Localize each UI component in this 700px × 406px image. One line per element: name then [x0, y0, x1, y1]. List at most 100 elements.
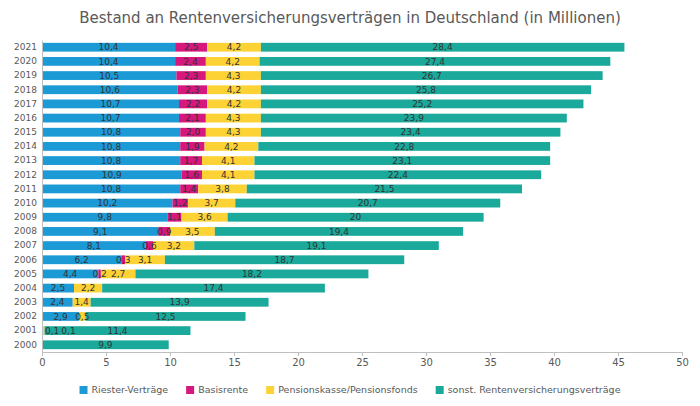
data-label: 10,4	[99, 57, 119, 67]
data-label: 2,5	[51, 283, 65, 293]
data-label: 22,4	[388, 170, 408, 180]
data-label: 26,7	[422, 71, 442, 81]
data-label: 4,4	[63, 269, 78, 279]
data-label: 0,1	[61, 326, 75, 336]
bar	[167, 213, 181, 222]
data-label: 9,1	[93, 227, 107, 237]
data-label: 21,5	[374, 184, 394, 194]
data-label: 0,5	[75, 312, 89, 322]
x-axis: 05101520253035404550	[39, 352, 689, 368]
legend-label: sonst. Rentenversicherungsverträge	[448, 384, 621, 395]
y-tick: 2014	[14, 141, 42, 151]
bar	[178, 85, 207, 94]
bar	[247, 185, 522, 194]
bar	[91, 298, 269, 307]
bar	[42, 100, 179, 109]
bar	[176, 71, 205, 80]
x-tick-mark	[42, 352, 43, 356]
data-label: 4,2	[227, 99, 241, 109]
x-tick: 35	[484, 352, 497, 368]
data-label: 18,2	[242, 269, 262, 279]
y-tick: 2001	[14, 325, 42, 335]
x-tick-mark	[490, 352, 491, 356]
legend-label: Pensionskasse/Pensionsfonds	[278, 384, 418, 395]
legend-swatch	[186, 386, 194, 394]
bar	[179, 100, 207, 109]
y-tick: 2017	[14, 99, 42, 109]
data-label: 8,1	[87, 241, 101, 251]
y-tick: 2010	[14, 198, 42, 208]
x-tick: 5	[103, 352, 109, 368]
x-tick: 15	[228, 352, 241, 368]
y-tick: 2019	[14, 70, 42, 80]
x-tick-label: 20	[292, 357, 305, 368]
bar	[42, 270, 98, 279]
bar	[207, 100, 261, 109]
y-tick: 2003	[14, 297, 42, 307]
data-label: 11,4	[107, 326, 127, 336]
data-label: 25,2	[412, 99, 432, 109]
y-tick-label: 2019	[14, 70, 37, 80]
data-label: 4,2	[227, 42, 241, 52]
bar	[261, 43, 625, 52]
data-label: 10,8	[101, 184, 121, 194]
data-label: 20	[350, 212, 362, 222]
y-tick: 2002	[14, 311, 42, 321]
y-tick-label: 2005	[14, 269, 37, 279]
x-tick: 20	[292, 352, 305, 368]
data-label: 4,1	[221, 170, 235, 180]
data-label: 10,4	[99, 42, 119, 52]
data-label: 12,5	[155, 312, 175, 322]
data-label: 9,8	[98, 212, 113, 222]
y-tick: 2020	[14, 56, 42, 66]
data-label: 1,4	[75, 297, 90, 307]
y-tick-label: 2013	[14, 155, 37, 165]
y-tick-label: 2020	[14, 56, 37, 66]
bar	[170, 227, 215, 236]
bar	[179, 114, 206, 123]
y-tick-label: 2004	[14, 283, 37, 293]
data-label: 1,9	[185, 142, 200, 152]
x-tick-mark	[682, 352, 683, 356]
y-axis-line	[42, 41, 43, 353]
data-label: 3,2	[167, 241, 181, 251]
y-tick-label: 2014	[14, 141, 37, 151]
data-label: 2,1	[185, 113, 199, 123]
data-label: 22,8	[394, 142, 414, 152]
x-tick-mark	[298, 352, 299, 356]
y-tick-label: 2009	[14, 212, 37, 222]
bar	[261, 71, 603, 80]
data-label: 19,1	[307, 241, 327, 251]
data-label: 1,6	[185, 170, 200, 180]
data-label: 4,1	[221, 156, 235, 166]
data-label: 2,2	[186, 99, 200, 109]
data-label: 0,6	[142, 241, 157, 251]
x-tick-mark	[170, 352, 171, 356]
legend-swatch	[80, 386, 88, 394]
data-label: 17,4	[203, 283, 223, 293]
legend-item: sonst. Rentenversicherungsverträge	[436, 384, 621, 395]
bar	[206, 71, 261, 80]
data-label: 0,2	[92, 269, 106, 279]
data-label: 10,7	[100, 113, 120, 123]
data-label: 27,4	[425, 57, 445, 67]
data-label: 4,2	[227, 85, 241, 95]
data-label: 4,3	[226, 113, 240, 123]
y-tick: 2009	[14, 212, 42, 222]
legend-item: Basisrente	[186, 384, 248, 395]
bar	[42, 340, 169, 349]
bar	[165, 255, 404, 264]
bar	[42, 284, 74, 293]
bar	[206, 57, 260, 66]
y-tick-label: 2010	[14, 198, 37, 208]
x-tick-mark	[106, 352, 107, 356]
data-label: 1,7	[184, 156, 198, 166]
bar	[125, 255, 165, 264]
y-tick: 2007	[14, 240, 42, 250]
x-tick: 10	[164, 352, 177, 368]
y-tick-label: 2003	[14, 297, 37, 307]
data-label: 2,4	[183, 57, 198, 67]
y-tick: 2016	[14, 113, 42, 123]
bar	[261, 85, 591, 94]
data-label: 2,9	[53, 312, 68, 322]
